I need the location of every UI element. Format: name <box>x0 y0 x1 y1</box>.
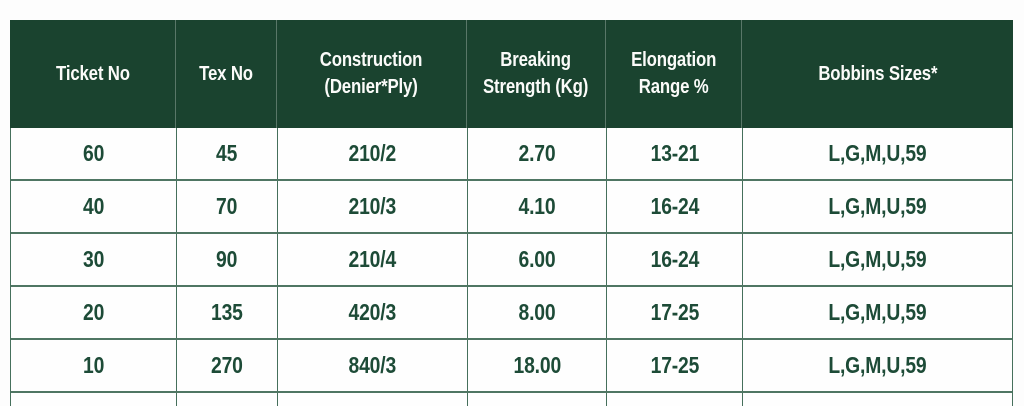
cell-breaking-strength: 18.00 <box>468 340 607 391</box>
cell-value: L,G,M,U,59 <box>828 299 927 325</box>
cell-value: 16-24 <box>650 193 699 219</box>
table-row: 10 270 840/3 18.00 17-25 L,G,M,U,59 <box>11 340 1012 393</box>
cell-elongation-range: 16-24 <box>607 181 743 232</box>
cell-value: 135 <box>211 299 243 325</box>
cell-value: 2.70 <box>518 140 556 166</box>
cell-tex-no: 90 <box>177 234 278 285</box>
cell-value: 90 <box>216 246 238 272</box>
cell-construction: 420/3 <box>278 287 468 338</box>
cell-value: 210/2 <box>348 140 397 166</box>
cell-bobbins-sizes: L,G,M,U,59 <box>743 340 1012 391</box>
cell-ticket-no: 30 <box>11 234 177 285</box>
cell-value: 840/3 <box>348 352 397 378</box>
cell-value: 6.00 <box>518 246 556 272</box>
cell-value: 17-25 <box>650 299 699 325</box>
cell-breaking-strength: 8.00 <box>468 287 607 338</box>
header-tex-no: Tex No <box>176 20 277 128</box>
cell-value: 13-21 <box>650 140 699 166</box>
cell-ticket-no: 60 <box>11 128 177 179</box>
cell-value: 17-25 <box>650 352 699 378</box>
table-row-partial <box>11 393 1012 406</box>
cell-value: L,G,M,U,59 <box>828 193 927 219</box>
table-row: 40 70 210/3 4.10 16-24 L,G,M,U,59 <box>11 181 1012 234</box>
table-header-row: Ticket No Tex No Construction (Denier*Pl… <box>10 20 1013 128</box>
cell-value: 45 <box>216 140 238 166</box>
cell-bobbins-sizes: L,G,M,U,59 <box>743 181 1012 232</box>
cell-tex-no: 70 <box>177 181 278 232</box>
cell-value: 18.00 <box>513 352 561 378</box>
cell-elongation-range: 16-24 <box>607 234 743 285</box>
cell-construction: 210/3 <box>278 181 468 232</box>
cell-value: 30 <box>82 246 105 272</box>
header-tex-no-label: Tex No <box>199 62 253 85</box>
cell-value: 20 <box>82 299 105 325</box>
cell-breaking-strength: 2.70 <box>468 128 607 179</box>
cell-breaking-strength <box>468 393 607 406</box>
table-body: 60 45 210/2 2.70 13-21 L,G,M,U,59 40 70 … <box>10 128 1013 406</box>
header-ticket-no: Ticket No <box>10 20 176 128</box>
cell-elongation-range: 17-25 <box>607 340 743 391</box>
cell-elongation-range: 17-25 <box>607 287 743 338</box>
header-breaking-strength: Breaking Strength (Kg) <box>467 20 606 128</box>
header-bobbins-sizes: Bobbins Sizes* <box>742 20 1013 128</box>
cell-bobbins-sizes: L,G,M,U,59 <box>743 234 1012 285</box>
cell-elongation-range: 13-21 <box>607 128 743 179</box>
header-bobbins-sizes-label: Bobbins Sizes* <box>817 62 938 85</box>
cell-bobbins-sizes: L,G,M,U,59 <box>743 287 1012 338</box>
cell-value: 10 <box>82 352 105 378</box>
cell-construction: 840/3 <box>278 340 468 391</box>
header-breaking-strength-label: Breaking Strength (Kg) <box>483 49 589 98</box>
cell-ticket-no: 40 <box>11 181 177 232</box>
cell-bobbins-sizes <box>743 393 1012 406</box>
thread-spec-table: Ticket No Tex No Construction (Denier*Pl… <box>10 20 1013 406</box>
cell-ticket-no <box>11 393 177 406</box>
cell-value: 70 <box>216 193 238 219</box>
cell-ticket-no: 20 <box>11 287 177 338</box>
header-elongation-range: Elongation Range % <box>606 20 742 128</box>
cell-value: L,G,M,U,59 <box>828 352 927 378</box>
cell-value: 60 <box>82 140 105 166</box>
header-elongation-range-label: Elongation Range % <box>630 49 717 98</box>
cell-construction: 210/4 <box>278 234 468 285</box>
cell-value: L,G,M,U,59 <box>828 246 927 272</box>
cell-breaking-strength: 6.00 <box>468 234 607 285</box>
cell-construction: 210/2 <box>278 128 468 179</box>
table-row: 20 135 420/3 8.00 17-25 L,G,M,U,59 <box>11 287 1012 340</box>
cell-value: 4.10 <box>518 193 556 219</box>
cell-tex-no: 270 <box>177 340 278 391</box>
cell-value: 16-24 <box>650 246 699 272</box>
cell-value: 210/3 <box>348 193 397 219</box>
cell-tex-no: 135 <box>177 287 278 338</box>
cell-elongation-range <box>607 393 743 406</box>
cell-tex-no <box>177 393 278 406</box>
cell-value: 8.00 <box>518 299 556 325</box>
cell-value: 420/3 <box>348 299 397 325</box>
cell-ticket-no: 10 <box>11 340 177 391</box>
table-row: 60 45 210/2 2.70 13-21 L,G,M,U,59 <box>11 128 1012 181</box>
cell-value: 210/4 <box>348 246 397 272</box>
cell-bobbins-sizes: L,G,M,U,59 <box>743 128 1012 179</box>
header-ticket-no-label: Ticket No <box>55 62 130 85</box>
cell-construction <box>278 393 468 406</box>
header-construction-label: Construction (Denier*Ply) <box>320 49 423 98</box>
cell-value: L,G,M,U,59 <box>828 140 927 166</box>
cell-breaking-strength: 4.10 <box>468 181 607 232</box>
cell-tex-no: 45 <box>177 128 278 179</box>
table-row: 30 90 210/4 6.00 16-24 L,G,M,U,59 <box>11 234 1012 287</box>
cell-value: 270 <box>211 352 243 378</box>
header-construction: Construction (Denier*Ply) <box>277 20 467 128</box>
cell-value: 40 <box>82 193 105 219</box>
